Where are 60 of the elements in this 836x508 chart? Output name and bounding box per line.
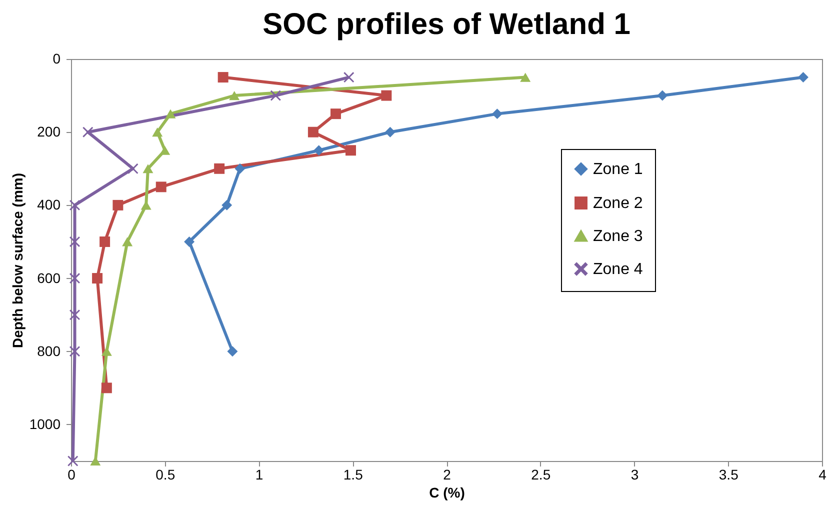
point [314, 145, 324, 156]
x-tick-label: 2.5 [531, 466, 551, 482]
legend-label: Zone 1 [593, 161, 643, 178]
point [142, 164, 154, 174]
x-tick-label: 3 [630, 466, 639, 482]
point [112, 200, 124, 210]
point [101, 382, 112, 394]
point [68, 456, 78, 466]
x-tick-label: 3.5 [718, 466, 739, 482]
y-tick-label: 200 [37, 124, 61, 140]
y-tick-label: 400 [37, 196, 61, 213]
point [128, 163, 138, 174]
point [346, 145, 356, 156]
point [234, 163, 246, 174]
point [70, 236, 80, 247]
point [227, 346, 238, 357]
x-tick-label: 2 [443, 466, 452, 482]
point [384, 126, 396, 138]
point [70, 310, 80, 320]
x-tick-label: 4 [818, 466, 827, 482]
point [657, 90, 668, 101]
point [270, 90, 281, 101]
x-axis-title: C (%) [429, 484, 465, 500]
point [101, 346, 112, 356]
x-tick-label: 1 [255, 466, 264, 482]
point [330, 108, 341, 120]
point [70, 346, 80, 357]
point [798, 72, 808, 83]
point [152, 128, 163, 137]
point [82, 126, 94, 138]
point [122, 237, 133, 246]
point [308, 126, 318, 138]
point [214, 163, 225, 174]
x-tick-label: 1.5 [343, 466, 364, 482]
x-tick-label: 0 [68, 466, 76, 482]
y-tick-label: 800 [37, 342, 61, 359]
point [160, 146, 170, 155]
y-tick-label: 600 [37, 270, 61, 286]
x-tick-label: 0.5 [156, 466, 176, 482]
point [156, 182, 166, 192]
point [344, 72, 354, 83]
y-axis-title: Depth below surface (mm) [9, 172, 26, 348]
point [184, 236, 195, 247]
point [70, 273, 80, 284]
point [381, 90, 392, 101]
point [218, 72, 228, 83]
legend-label: Zone 4 [593, 261, 643, 278]
point [70, 200, 80, 210]
point [100, 236, 110, 247]
point [492, 108, 502, 120]
chart-title: SOC profiles of Wetland 1 [262, 8, 630, 41]
point [229, 91, 240, 100]
y-tick-label: 1000 [29, 416, 61, 432]
point [92, 273, 103, 284]
legend-label: Zone 2 [593, 195, 643, 212]
legend-label: Zone 3 [593, 228, 643, 245]
y-tick-label: 0 [52, 50, 61, 66]
point [520, 72, 531, 82]
point [165, 109, 176, 118]
point [222, 200, 232, 210]
